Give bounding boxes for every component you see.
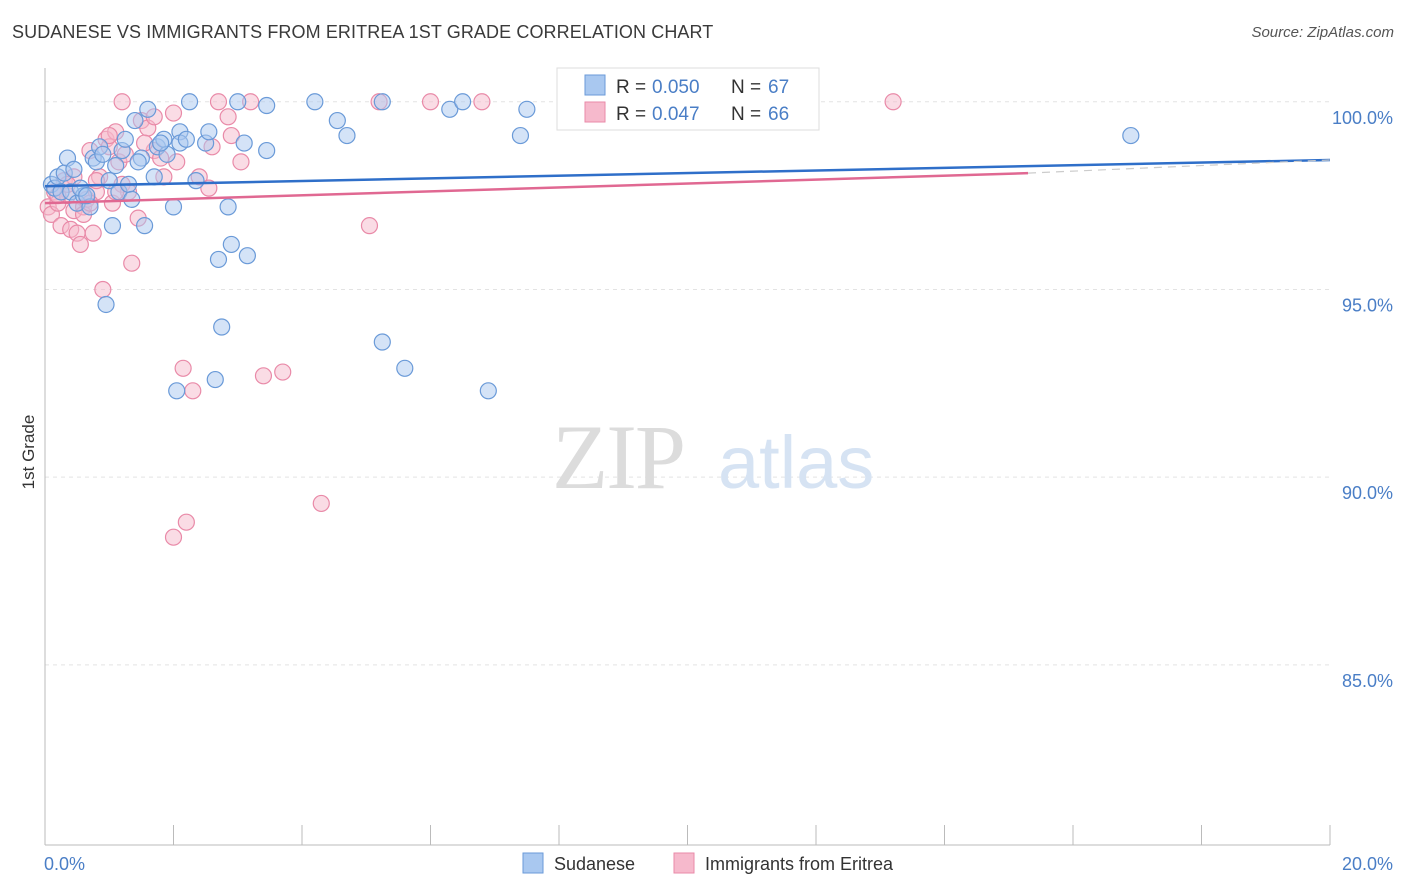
axes bbox=[44, 68, 1331, 846]
y-tick-label-2: 90.0% bbox=[1342, 483, 1393, 503]
point-sudanese-41 bbox=[222, 235, 240, 254]
point-eritrea-44 bbox=[312, 494, 330, 513]
point-eritrea-32 bbox=[164, 104, 183, 122]
point-eritrea-34 bbox=[174, 359, 192, 377]
point-sudanese-44 bbox=[238, 247, 256, 265]
point-sudanese-48 bbox=[338, 126, 356, 145]
stats-n-value-1: 67 bbox=[768, 77, 789, 98]
chart-title: SUDANESE VS IMMIGRANTS FROM ERITREA 1ST … bbox=[12, 22, 714, 42]
point-sudanese-55 bbox=[511, 126, 530, 145]
x-tick-label-1: 20.0% bbox=[1342, 854, 1393, 874]
point-sudanese-49 bbox=[373, 93, 391, 111]
x-tick-label-0: 0.0% bbox=[44, 854, 85, 874]
point-eritrea-52 bbox=[113, 93, 131, 111]
point-sudanese-58 bbox=[97, 295, 115, 314]
point-sudanese-45 bbox=[258, 141, 276, 160]
grid-lines bbox=[45, 101, 1330, 666]
stats-r-value-2: 0.047 bbox=[652, 104, 700, 125]
point-sudanese-38 bbox=[200, 123, 218, 141]
point-sudanese-16 bbox=[103, 217, 122, 235]
point-eritrea-10 bbox=[71, 235, 89, 254]
watermark: ZIP atlas bbox=[552, 406, 874, 508]
stats-legend: R = 0.050 N = 67 R = 0.047 N = 66 bbox=[556, 67, 820, 131]
point-sudanese-26 bbox=[139, 100, 157, 118]
y-axis-title: 1st Grade bbox=[19, 415, 38, 490]
stats-n-value-2: 66 bbox=[768, 104, 789, 125]
point-sudanese-14 bbox=[94, 145, 112, 163]
point-eritrea-58 bbox=[232, 153, 250, 171]
legend-sudanese-label: Sudanese bbox=[554, 854, 635, 874]
point-sudanese-50 bbox=[373, 333, 391, 351]
point-sudanese-51 bbox=[396, 359, 414, 377]
trend-lines bbox=[44, 158, 1331, 205]
point-sudanese-36 bbox=[187, 172, 205, 190]
point-eritrea-40 bbox=[222, 126, 240, 145]
point-sudanese-23 bbox=[126, 111, 144, 130]
point-sudanese-54 bbox=[479, 382, 497, 400]
stats-legend-blue-swatch bbox=[584, 74, 606, 96]
point-sudanese-31 bbox=[164, 198, 183, 216]
stats-n-label-1: N = bbox=[731, 77, 761, 98]
stats-n-label-2: N = bbox=[731, 104, 761, 125]
y-tick-label-3: 85.0% bbox=[1342, 671, 1393, 691]
y-tick-label-1: 95.0% bbox=[1342, 295, 1393, 315]
watermark-zip: ZIP bbox=[552, 406, 684, 508]
point-sudanese-20 bbox=[116, 130, 134, 148]
stats-r-label-2: R = bbox=[616, 104, 646, 125]
point-sudanese-27 bbox=[145, 168, 163, 186]
point-sudanese-57 bbox=[1122, 126, 1140, 145]
point-sudanese-66 bbox=[219, 198, 237, 216]
point-sudanese-59 bbox=[168, 382, 186, 400]
point-eritrea-26 bbox=[123, 254, 141, 272]
y-tick-label-0: 100.0% bbox=[1332, 108, 1393, 128]
point-eritrea-51 bbox=[177, 513, 195, 531]
series-sudanese-points bbox=[42, 93, 1140, 400]
bottom-legend: Sudanese Immigrants from Eritrea bbox=[522, 852, 894, 874]
point-sudanese-39 bbox=[209, 250, 228, 269]
point-sudanese-25 bbox=[135, 217, 154, 235]
legend-sudanese-swatch bbox=[522, 852, 544, 874]
trend-line-eritrea bbox=[44, 171, 1029, 205]
point-sudanese-61 bbox=[152, 134, 170, 152]
trend-line-sudanese bbox=[44, 158, 1331, 188]
point-sudanese-62 bbox=[258, 96, 276, 115]
point-sudanese-42 bbox=[229, 93, 247, 111]
point-sudanese-65 bbox=[129, 153, 147, 171]
point-eritrea-17 bbox=[94, 280, 112, 299]
point-eritrea-48 bbox=[473, 93, 491, 111]
point-eritrea-39 bbox=[219, 108, 237, 126]
source-label: Source: ZipAtlas.com bbox=[1251, 24, 1394, 41]
point-sudanese-40 bbox=[213, 318, 231, 336]
point-sudanese-64 bbox=[78, 187, 96, 205]
point-sudanese-46 bbox=[306, 93, 324, 111]
point-eritrea-38 bbox=[209, 93, 228, 111]
point-sudanese-56 bbox=[518, 100, 536, 118]
point-eritrea-50 bbox=[164, 528, 183, 546]
point-eritrea-14 bbox=[84, 224, 102, 242]
stats-r-value-1: 0.050 bbox=[652, 77, 700, 98]
point-sudanese-53 bbox=[454, 93, 472, 111]
point-sudanese-60 bbox=[206, 370, 224, 389]
point-eritrea-42 bbox=[254, 367, 273, 385]
legend-eritrea-swatch bbox=[673, 852, 695, 874]
point-sudanese-52 bbox=[441, 100, 459, 118]
point-sudanese-35 bbox=[180, 93, 199, 111]
point-eritrea-54 bbox=[100, 126, 118, 145]
point-eritrea-35 bbox=[184, 382, 202, 400]
point-sudanese-34 bbox=[177, 130, 195, 148]
point-sudanese-43 bbox=[235, 134, 253, 152]
watermark-atlas: atlas bbox=[718, 421, 874, 504]
tick-labels: 100.0% 95.0% 90.0% 85.0% 0.0% 20.0% bbox=[44, 108, 1393, 874]
stats-r-label-1: R = bbox=[616, 77, 646, 98]
legend-eritrea-label: Immigrants from Eritrea bbox=[705, 854, 894, 874]
point-sudanese-47 bbox=[328, 111, 346, 130]
point-sudanese-7 bbox=[65, 160, 83, 178]
point-eritrea-45 bbox=[360, 217, 379, 235]
point-eritrea-47 bbox=[421, 93, 440, 111]
point-eritrea-49 bbox=[884, 93, 902, 111]
point-eritrea-43 bbox=[274, 363, 292, 381]
point-sudanese-17 bbox=[107, 156, 125, 175]
stats-legend-pink-swatch bbox=[584, 101, 606, 123]
